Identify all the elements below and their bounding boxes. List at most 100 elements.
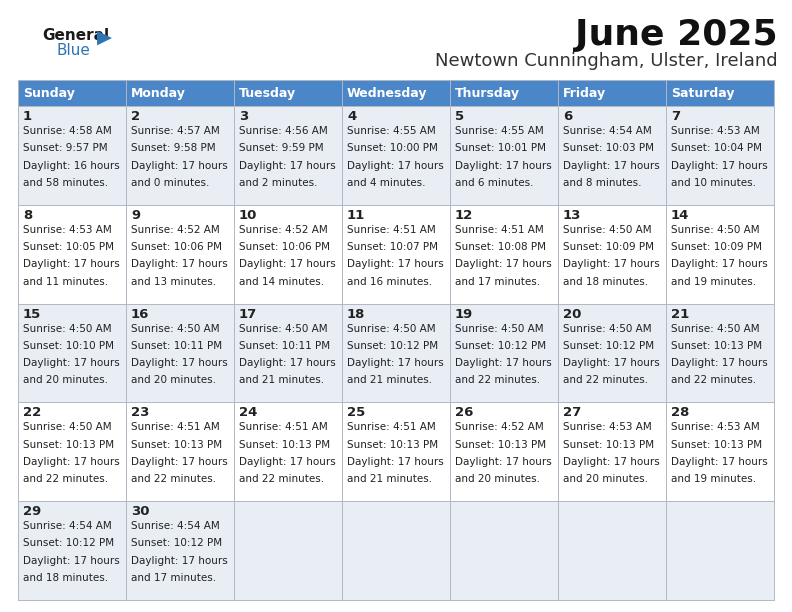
Text: Thursday: Thursday — [455, 86, 520, 100]
Text: Sunrise: 4:55 AM: Sunrise: 4:55 AM — [455, 126, 544, 136]
Text: and 22 minutes.: and 22 minutes. — [563, 376, 648, 386]
Text: 9: 9 — [131, 209, 140, 222]
Text: Sunrise: 4:54 AM: Sunrise: 4:54 AM — [23, 521, 112, 531]
Text: 21: 21 — [671, 308, 689, 321]
Text: Sunset: 10:13 PM: Sunset: 10:13 PM — [239, 439, 330, 450]
Text: and 10 minutes.: and 10 minutes. — [671, 178, 756, 188]
Text: and 22 minutes.: and 22 minutes. — [131, 474, 216, 484]
Text: Sunset: 10:01 PM: Sunset: 10:01 PM — [455, 143, 546, 153]
Text: Sunset: 10:12 PM: Sunset: 10:12 PM — [455, 341, 546, 351]
Text: 7: 7 — [671, 110, 680, 123]
Text: Daylight: 17 hours: Daylight: 17 hours — [23, 556, 120, 565]
Text: 20: 20 — [563, 308, 581, 321]
Text: and 16 minutes.: and 16 minutes. — [347, 277, 432, 286]
Text: Sunset: 10:09 PM: Sunset: 10:09 PM — [563, 242, 654, 252]
Text: 17: 17 — [239, 308, 257, 321]
Text: Sunset: 9:59 PM: Sunset: 9:59 PM — [239, 143, 324, 153]
Text: Daylight: 17 hours: Daylight: 17 hours — [239, 259, 336, 269]
Text: Daylight: 17 hours: Daylight: 17 hours — [563, 358, 660, 368]
Text: Sunset: 10:06 PM: Sunset: 10:06 PM — [239, 242, 330, 252]
Text: Daylight: 17 hours: Daylight: 17 hours — [455, 160, 552, 171]
Text: Sunset: 10:08 PM: Sunset: 10:08 PM — [455, 242, 546, 252]
Text: and 21 minutes.: and 21 minutes. — [347, 376, 432, 386]
Text: Daylight: 17 hours: Daylight: 17 hours — [671, 358, 767, 368]
Text: 30: 30 — [131, 505, 150, 518]
Text: Sunset: 10:13 PM: Sunset: 10:13 PM — [563, 439, 654, 450]
Text: Sunrise: 4:52 AM: Sunrise: 4:52 AM — [455, 422, 544, 433]
Text: Daylight: 17 hours: Daylight: 17 hours — [131, 160, 228, 171]
Text: Sunset: 10:13 PM: Sunset: 10:13 PM — [455, 439, 546, 450]
Text: Sunset: 10:03 PM: Sunset: 10:03 PM — [563, 143, 654, 153]
Text: 3: 3 — [239, 110, 248, 123]
Text: Daylight: 17 hours: Daylight: 17 hours — [23, 457, 120, 467]
Text: and 0 minutes.: and 0 minutes. — [131, 178, 209, 188]
Text: Daylight: 17 hours: Daylight: 17 hours — [671, 259, 767, 269]
Bar — [18, 80, 774, 106]
Text: Sunset: 10:11 PM: Sunset: 10:11 PM — [239, 341, 330, 351]
Text: and 17 minutes.: and 17 minutes. — [455, 277, 540, 286]
Text: 16: 16 — [131, 308, 150, 321]
Text: Daylight: 17 hours: Daylight: 17 hours — [563, 259, 660, 269]
Text: Sunrise: 4:50 AM: Sunrise: 4:50 AM — [347, 324, 436, 334]
Text: Sunset: 10:13 PM: Sunset: 10:13 PM — [671, 341, 762, 351]
Text: Sunrise: 4:50 AM: Sunrise: 4:50 AM — [23, 422, 112, 433]
Text: 12: 12 — [455, 209, 474, 222]
Text: Daylight: 17 hours: Daylight: 17 hours — [131, 358, 228, 368]
Text: 4: 4 — [347, 110, 356, 123]
Text: Newtown Cunningham, Ulster, Ireland: Newtown Cunningham, Ulster, Ireland — [436, 52, 778, 70]
Text: Daylight: 17 hours: Daylight: 17 hours — [347, 457, 444, 467]
Text: June 2025: June 2025 — [575, 18, 778, 52]
Text: Daylight: 17 hours: Daylight: 17 hours — [455, 457, 552, 467]
Text: 2: 2 — [131, 110, 140, 123]
Text: Sunrise: 4:51 AM: Sunrise: 4:51 AM — [347, 225, 436, 235]
Text: and 8 minutes.: and 8 minutes. — [563, 178, 642, 188]
Text: Wednesday: Wednesday — [347, 86, 428, 100]
Text: Sunrise: 4:50 AM: Sunrise: 4:50 AM — [455, 324, 543, 334]
Text: Friday: Friday — [563, 86, 606, 100]
Text: 11: 11 — [347, 209, 365, 222]
Text: Saturday: Saturday — [671, 86, 734, 100]
Text: and 18 minutes.: and 18 minutes. — [563, 277, 648, 286]
Text: and 4 minutes.: and 4 minutes. — [347, 178, 425, 188]
Text: Sunrise: 4:50 AM: Sunrise: 4:50 AM — [131, 324, 219, 334]
Text: Daylight: 17 hours: Daylight: 17 hours — [563, 160, 660, 171]
Text: and 22 minutes.: and 22 minutes. — [671, 376, 756, 386]
Bar — [18, 501, 774, 600]
Text: Daylight: 17 hours: Daylight: 17 hours — [23, 358, 120, 368]
Text: Sunrise: 4:56 AM: Sunrise: 4:56 AM — [239, 126, 328, 136]
Text: Sunset: 10:06 PM: Sunset: 10:06 PM — [131, 242, 222, 252]
Text: and 20 minutes.: and 20 minutes. — [455, 474, 540, 484]
Text: Sunset: 10:04 PM: Sunset: 10:04 PM — [671, 143, 762, 153]
Text: and 19 minutes.: and 19 minutes. — [671, 474, 756, 484]
Bar — [18, 205, 774, 304]
Text: Daylight: 17 hours: Daylight: 17 hours — [671, 457, 767, 467]
Text: Sunset: 10:12 PM: Sunset: 10:12 PM — [347, 341, 438, 351]
Text: Sunrise: 4:51 AM: Sunrise: 4:51 AM — [239, 422, 328, 433]
Text: Daylight: 17 hours: Daylight: 17 hours — [455, 358, 552, 368]
Text: 14: 14 — [671, 209, 689, 222]
Text: 23: 23 — [131, 406, 150, 419]
Text: 26: 26 — [455, 406, 474, 419]
Text: and 22 minutes.: and 22 minutes. — [239, 474, 324, 484]
Text: Sunrise: 4:53 AM: Sunrise: 4:53 AM — [563, 422, 652, 433]
Text: Sunrise: 4:51 AM: Sunrise: 4:51 AM — [347, 422, 436, 433]
Text: Sunrise: 4:55 AM: Sunrise: 4:55 AM — [347, 126, 436, 136]
Text: 13: 13 — [563, 209, 581, 222]
Text: Sunrise: 4:50 AM: Sunrise: 4:50 AM — [239, 324, 328, 334]
Text: 27: 27 — [563, 406, 581, 419]
Text: Daylight: 17 hours: Daylight: 17 hours — [239, 358, 336, 368]
Text: Sunrise: 4:52 AM: Sunrise: 4:52 AM — [131, 225, 219, 235]
Text: and 20 minutes.: and 20 minutes. — [563, 474, 648, 484]
Text: Daylight: 17 hours: Daylight: 17 hours — [347, 160, 444, 171]
Text: Monday: Monday — [131, 86, 186, 100]
Text: Sunrise: 4:53 AM: Sunrise: 4:53 AM — [671, 126, 760, 136]
Text: Blue: Blue — [57, 43, 91, 58]
Text: and 13 minutes.: and 13 minutes. — [131, 277, 216, 286]
Text: Daylight: 17 hours: Daylight: 17 hours — [671, 160, 767, 171]
Text: Sunrise: 4:57 AM: Sunrise: 4:57 AM — [131, 126, 219, 136]
Text: Sunrise: 4:54 AM: Sunrise: 4:54 AM — [563, 126, 652, 136]
Text: Tuesday: Tuesday — [239, 86, 296, 100]
Text: Sunset: 10:12 PM: Sunset: 10:12 PM — [131, 539, 222, 548]
Text: Sunset: 10:13 PM: Sunset: 10:13 PM — [23, 439, 114, 450]
Text: Sunset: 10:00 PM: Sunset: 10:00 PM — [347, 143, 438, 153]
